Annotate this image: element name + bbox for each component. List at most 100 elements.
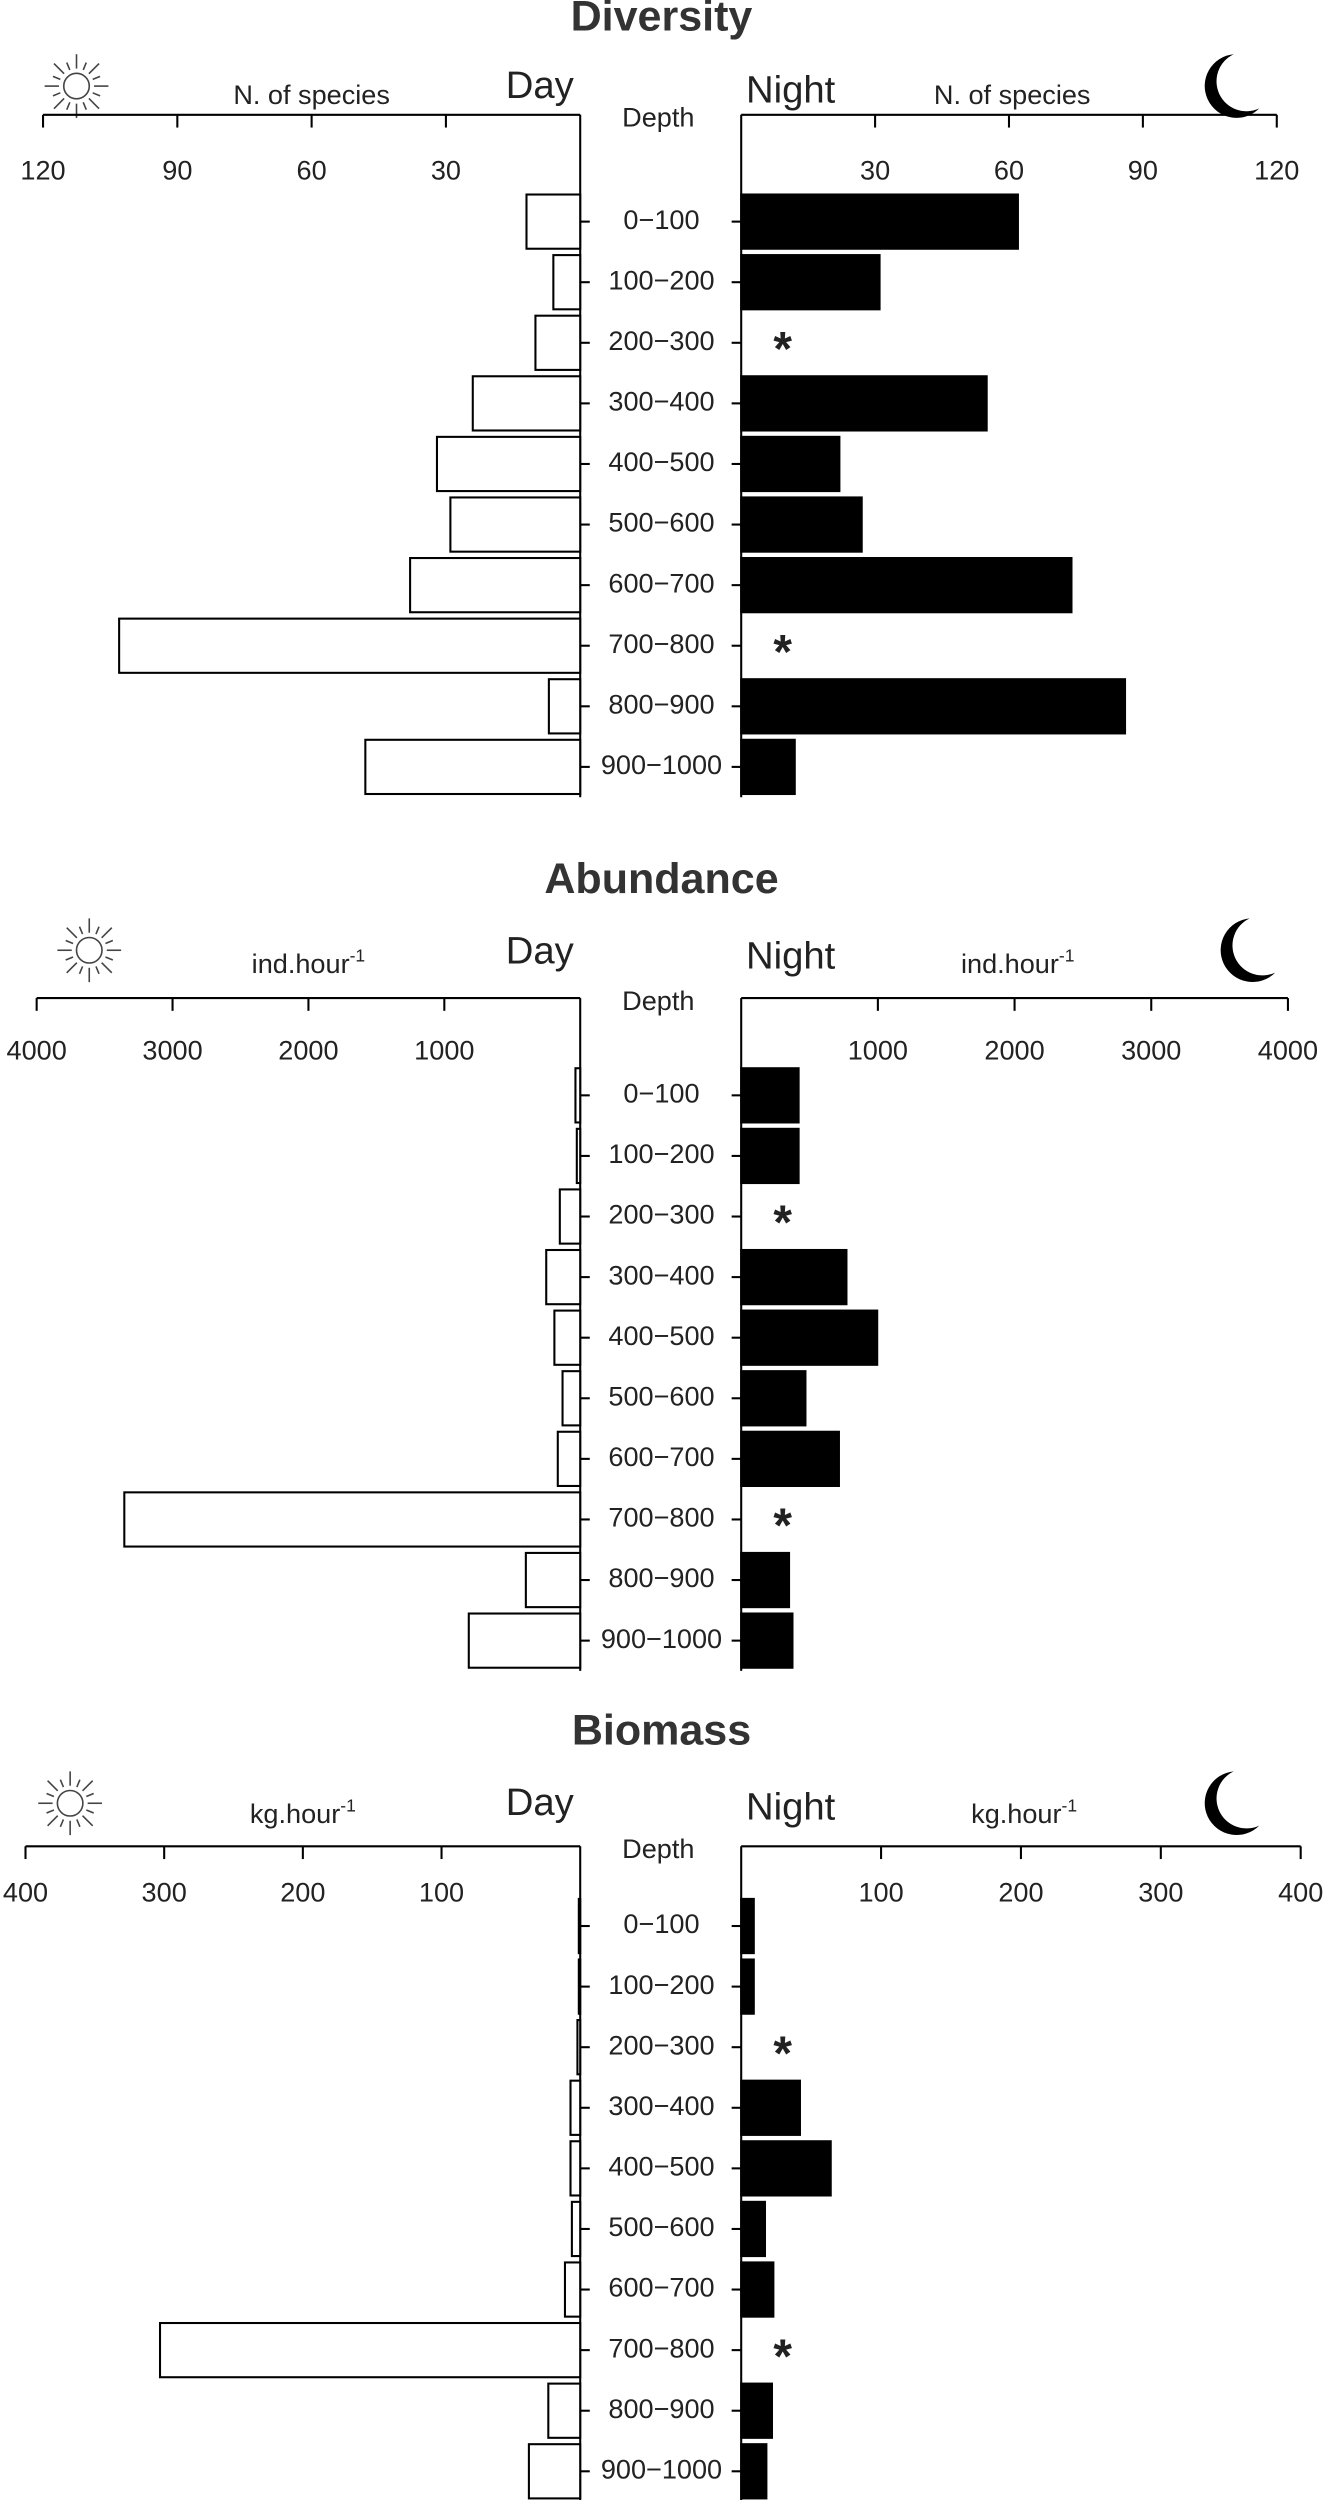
legend-day: Day [506,930,575,973]
x-label-sup: -1 [1062,1795,1078,1815]
sun-ray [66,101,71,110]
x-tick-label-day: 30 [431,154,461,185]
sun-ray [88,97,100,110]
category-label: 600−700 [608,2272,714,2303]
x-label-text: N. of species [233,79,390,110]
x-tick-label-day: 200 [280,1876,325,1907]
x-tick-label-day: 400 [3,1876,48,1907]
missing-marker: * [773,2330,792,2383]
bar-day [409,556,582,614]
bar-night [740,193,1019,250]
bar-day [563,2261,582,2318]
category-label: 600−700 [608,567,714,598]
x-tick-label-day: 120 [20,154,65,185]
sun-ray [92,92,101,97]
missing-marker: * [773,1197,792,1250]
bar-night [740,1612,794,1669]
legend-day: Day [506,64,575,107]
x-label-night: ind.hour-1 [961,945,1074,979]
category-label: 500−600 [608,507,714,538]
sun-ray [52,75,61,81]
sun-ray [76,1779,81,1788]
bar-day [575,1127,582,1185]
category-label: 200−300 [608,2029,714,2060]
category-label: 400−500 [608,2151,714,2182]
x-label-day: kg.hour-1 [250,1795,356,1829]
x-tick-label-night: 300 [1138,1876,1183,1907]
x-label-sup: -1 [340,1795,356,1815]
category-label: 400−500 [608,1320,714,1351]
bar-day [574,1067,582,1124]
x-label-night: N. of species [934,79,1091,110]
missing-marker: * [773,2027,792,2080]
x-label-text: kg.hour [971,1798,1061,1829]
bar-night [740,1370,807,1427]
bar-day [525,193,582,250]
sun-ray [59,1779,65,1788]
x-tick-label-night: 2000 [984,1034,1044,1065]
sun-ray [53,97,65,110]
sun-icon [62,72,91,100]
x-label-text: kg.hour [250,1798,340,1829]
category-label: 0−100 [623,1077,699,1108]
x-tick-label-night: 100 [858,1876,903,1907]
x-label-text: N. of species [934,79,1091,110]
category-label: 600−700 [608,1441,714,1472]
x-label-text: ind.hour [961,948,1059,979]
sun-ray [92,75,101,81]
bar-day [561,1370,582,1427]
x-tick-label-night: 3000 [1121,1034,1181,1065]
category-label: 800−900 [608,688,714,719]
x-tick-label-night: 90 [1128,154,1158,185]
sun-ray [101,962,113,974]
sun-ray [86,1792,95,1798]
bar-day [553,1309,582,1366]
sun-ray [65,939,74,945]
category-label: 200−300 [608,1199,714,1230]
category-label: 500−600 [608,1380,714,1411]
bar-day [467,1612,582,1669]
sun-ray [101,927,113,939]
x-label-day: ind.hour-1 [252,945,365,979]
x-label-night: kg.hour-1 [971,1795,1077,1829]
bar-night [740,496,863,553]
sun-ray [59,1819,65,1828]
category-label: 100−200 [608,264,714,295]
sun-ray [66,927,78,939]
bar-night [740,556,1073,614]
moon-icon [1204,1771,1260,1836]
depth-label: Depth [622,1833,694,1864]
x-tick-label-night: 30 [860,154,890,185]
x-tick-label-night: 120 [1254,154,1299,185]
category-label: 500−600 [608,2211,714,2242]
x-tick-label-night: 200 [998,1876,1043,1907]
bar-day [118,617,582,674]
sun-ray [78,966,84,975]
x-tick-label-day: 300 [142,1876,187,1907]
bar-day [547,678,582,735]
category-label: 900−1000 [601,2453,722,2484]
sun-ray [78,926,84,935]
sun-ray [46,1792,55,1798]
sun-ray [81,1780,94,1792]
x-tick-label-day: 100 [419,1876,464,1907]
category-label: 0−100 [623,204,699,235]
bar-day [364,738,582,796]
sun-ray [65,956,74,961]
chart-title: Biomass [572,1706,751,1754]
category-label: 700−800 [608,2332,714,2363]
sun-ray [86,1809,95,1814]
sun-ray [95,926,100,935]
x-label-day: N. of species [233,79,390,110]
bar-night [740,2200,767,2258]
category-label: 0−100 [623,1908,699,1939]
chart-title: Abundance [544,855,778,903]
bar-night [740,1309,879,1366]
sun-icon [75,936,103,964]
x-label-sup: -1 [350,945,366,965]
category-label: 800−900 [608,2393,714,2424]
x-label-sup: -1 [1059,945,1075,965]
depth-label: Depth [622,985,694,1016]
sun-ray [53,62,65,75]
legend-night: Night [746,934,836,977]
